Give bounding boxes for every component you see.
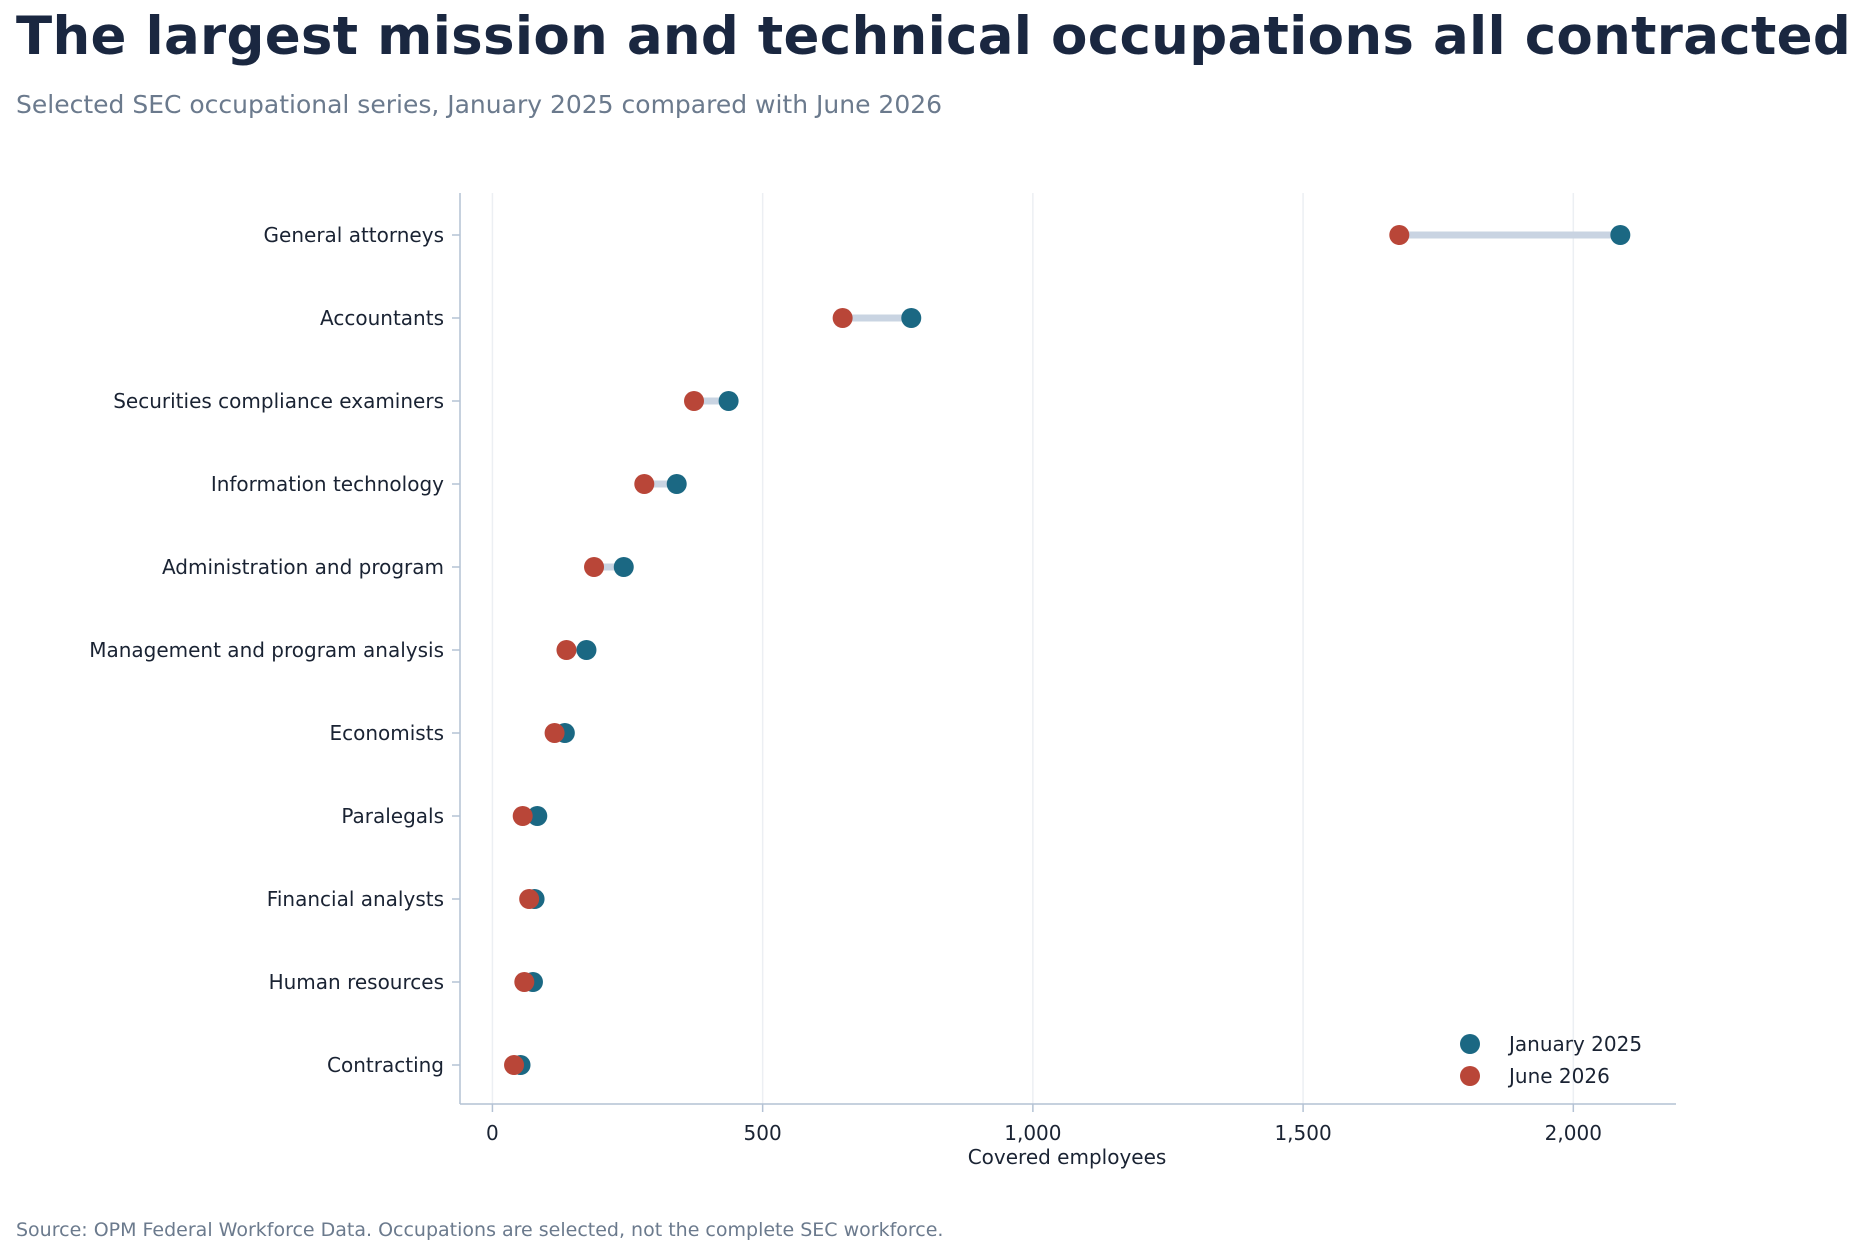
point-january-2025-administration-and-program <box>613 557 634 577</box>
legend-label-june-2026: June 2026 <box>1507 1064 1610 1088</box>
grid-lines <box>491 193 1575 1104</box>
point-january-2025-accountants <box>901 308 922 328</box>
category-label-economists: Economists <box>329 721 444 745</box>
legend-marker-january-2025 <box>1460 1034 1480 1054</box>
x-tick-label: 500 <box>744 1121 782 1145</box>
point-june-2026-contracting <box>504 1055 525 1075</box>
category-label-human-resources: Human resources <box>269 970 444 994</box>
category-label-accountants: Accountants <box>320 306 444 330</box>
source-note: Source: OPM Federal Workforce Data. Occu… <box>16 1219 944 1241</box>
point-june-2026-information-technology <box>634 474 655 494</box>
category-label-securities-compliance-examiners: Securities compliance examiners <box>113 389 444 413</box>
point-june-2026-securities-compliance-examiners <box>684 391 705 411</box>
x-tick-label: 2,000 <box>1545 1121 1602 1145</box>
category-labels: General attorneys Accountants Securities c… <box>89 223 444 1077</box>
axes <box>452 193 1676 1112</box>
x-tick-labels: 0 500 1,000 1,500 2,000 <box>486 1121 1602 1145</box>
point-june-2026-administration-and-program <box>584 557 605 577</box>
point-january-2025-general-attorneys <box>1610 225 1631 245</box>
point-january-2025-management-and-program-analysis <box>576 640 597 660</box>
point-june-2026-accountants <box>832 308 853 328</box>
point-june-2026-human-resources <box>514 972 535 992</box>
legend-marker-june-2026 <box>1460 1066 1480 1086</box>
category-label-general-attorneys: General attorneys <box>264 223 444 247</box>
point-june-2026-economists <box>544 723 565 743</box>
category-label-contracting: Contracting <box>327 1053 444 1077</box>
data-points <box>504 225 1631 1075</box>
category-label-information-technology: Information technology <box>211 472 444 496</box>
point-june-2026-financial-analysts <box>519 889 540 909</box>
category-label-paralegals: Paralegals <box>341 804 444 828</box>
connectors <box>514 231 1621 1069</box>
point-january-2025-securities-compliance-examiners <box>718 391 739 411</box>
point-january-2025-paralegals <box>527 806 548 826</box>
x-tick-label: 1,000 <box>1004 1121 1061 1145</box>
legend: January 2025 June 2026 <box>1460 1032 1642 1088</box>
chart-title: The largest mission and technical occupa… <box>16 6 1852 67</box>
point-january-2025-information-technology <box>666 474 687 494</box>
x-tick-label: 0 <box>486 1121 499 1145</box>
point-june-2026-management-and-program-analysis <box>556 640 577 660</box>
category-label-financial-analysts: Financial analysts <box>267 887 444 911</box>
point-june-2026-paralegals <box>512 806 533 826</box>
chart-subtitle: Selected SEC occupational series, Januar… <box>16 90 943 119</box>
category-label-management-and-program-analysis: Management and program analysis <box>89 638 444 662</box>
category-label-administration-and-program: Administration and program <box>162 555 444 579</box>
legend-label-january-2025: January 2025 <box>1507 1032 1642 1056</box>
dumbbell-chart: General attorneys Accountants Securities c… <box>89 193 1676 1169</box>
x-axis-title: Covered employees <box>968 1145 1167 1169</box>
x-tick-label: 1,500 <box>1274 1121 1331 1145</box>
point-june-2026-general-attorneys <box>1389 225 1410 245</box>
